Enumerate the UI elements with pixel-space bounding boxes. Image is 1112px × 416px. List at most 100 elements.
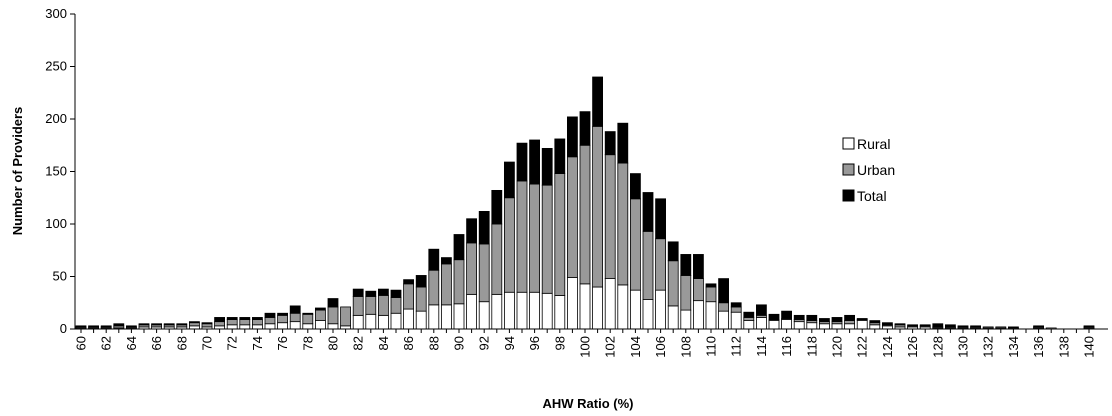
bar-urban-107 <box>667 260 679 307</box>
bar-urban-94 <box>503 197 515 293</box>
bars-group <box>75 76 1095 330</box>
bar-rural-77 <box>289 321 301 330</box>
bar-total-130 <box>957 325 969 328</box>
x-tick-label-80: 80 <box>326 336 341 350</box>
bar-total-80 <box>327 298 339 308</box>
bar-urban-108 <box>680 275 692 311</box>
bar-rural-115 <box>768 320 780 330</box>
bar-total-62 <box>100 325 112 328</box>
bar-rural-102 <box>604 278 616 330</box>
bar-urban-73 <box>239 319 251 326</box>
bar-rural-97 <box>541 292 553 330</box>
bar-rural-89 <box>440 304 452 330</box>
y-tick-label-250: 250 <box>45 59 67 74</box>
bar-rural-76 <box>277 322 289 330</box>
x-tick-label-108: 108 <box>678 336 693 358</box>
x-tick-label-100: 100 <box>578 336 593 358</box>
x-tick-label-118: 118 <box>804 336 819 357</box>
bar-total-99 <box>567 116 578 158</box>
bar-total-118 <box>806 314 818 322</box>
legend-swatch-total <box>842 189 855 202</box>
y-tick-label-0: 0 <box>60 321 67 336</box>
bar-rural-118 <box>806 322 818 330</box>
bar-total-131 <box>970 325 981 328</box>
bar-urban-88 <box>428 269 440 306</box>
x-tick-label-106: 106 <box>653 336 668 358</box>
bar-total-128 <box>932 323 944 328</box>
bar-total-112 <box>730 302 742 308</box>
bar-urban-75 <box>264 317 276 325</box>
bar-total-122 <box>856 318 868 320</box>
y-tick-label-150: 150 <box>45 164 67 179</box>
x-tick-label-62: 62 <box>99 336 114 350</box>
bar-rural-87 <box>415 310 427 330</box>
bar-rural-91 <box>466 293 478 330</box>
bar-total-69 <box>188 321 200 324</box>
bar-rural-120 <box>831 323 843 330</box>
bar-total-94 <box>503 161 515 199</box>
legend-label-total: Total <box>857 188 887 204</box>
bar-total-106 <box>655 198 666 240</box>
bar-total-73 <box>239 317 251 320</box>
bar-total-70 <box>201 322 213 325</box>
bar-total-78 <box>302 312 314 315</box>
bar-urban-90 <box>453 259 465 305</box>
bar-rural-73 <box>239 324 251 330</box>
bar-urban-101 <box>592 125 603 288</box>
x-tick-label-130: 130 <box>956 336 971 358</box>
x-tick-label-128: 128 <box>930 336 945 358</box>
bar-rural-114 <box>756 317 767 330</box>
bar-urban-109 <box>693 278 704 302</box>
bar-total-82 <box>352 288 364 297</box>
bar-rural-103 <box>617 284 629 330</box>
bar-rural-85 <box>390 312 402 330</box>
bar-rural-94 <box>503 291 515 330</box>
x-tick-label-92: 92 <box>477 336 492 350</box>
bar-rural-101 <box>592 286 603 330</box>
bar-urban-80 <box>327 306 339 325</box>
bar-urban-99 <box>567 156 578 278</box>
bar-urban-97 <box>541 184 553 294</box>
x-tick-label-122: 122 <box>855 336 870 358</box>
bar-total-125 <box>894 323 906 326</box>
bar-rural-84 <box>377 314 389 330</box>
bar-rural-80 <box>327 323 339 330</box>
bar-urban-72 <box>226 319 238 326</box>
bar-rural-72 <box>226 324 238 330</box>
x-tick-label-82: 82 <box>351 336 366 350</box>
x-tick-label-68: 68 <box>174 336 189 350</box>
bar-total-88 <box>428 248 440 271</box>
bar-rural-78 <box>302 323 314 330</box>
bar-total-71 <box>214 317 226 323</box>
x-tick-label-74: 74 <box>250 336 265 350</box>
bar-rural-86 <box>403 308 415 330</box>
bar-rural-79 <box>314 320 326 330</box>
x-tick-label-76: 76 <box>275 336 290 350</box>
bar-rural-74 <box>251 324 263 330</box>
bar-total-98 <box>554 138 566 174</box>
bar-urban-92 <box>478 243 490 303</box>
bar-urban-86 <box>403 283 415 310</box>
bar-total-75 <box>264 312 276 318</box>
bar-rural-83 <box>365 313 377 330</box>
x-tick-label-90: 90 <box>452 336 467 350</box>
bar-urban-70 <box>201 323 213 328</box>
bar-rural-92 <box>478 301 490 330</box>
bar-rural-98 <box>554 294 566 330</box>
bar-urban-78 <box>302 313 314 325</box>
bar-rural-99 <box>567 277 578 330</box>
bar-total-140 <box>1083 325 1095 328</box>
bar-total-87 <box>415 275 427 288</box>
x-tick-label-84: 84 <box>376 336 391 350</box>
bar-total-103 <box>617 122 629 164</box>
bar-urban-77 <box>289 312 301 323</box>
bar-total-120 <box>831 317 843 323</box>
x-tick-label-124: 124 <box>880 336 895 358</box>
legend-swatch-urban <box>842 163 855 176</box>
x-tick-label-120: 120 <box>830 336 845 358</box>
bar-urban-103 <box>617 162 629 286</box>
bar-rural-88 <box>428 304 440 330</box>
bar-total-60 <box>75 325 87 328</box>
bar-total-101 <box>592 76 603 127</box>
bar-rural-110 <box>705 301 717 330</box>
